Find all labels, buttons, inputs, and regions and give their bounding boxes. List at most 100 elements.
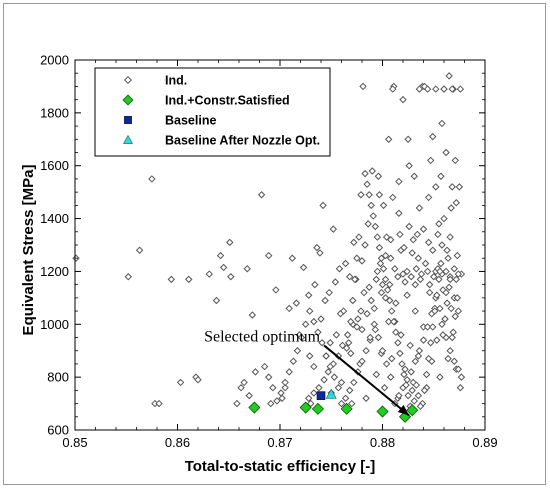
data-point <box>420 386 429 395</box>
data-point <box>386 254 395 262</box>
data-point <box>362 347 370 355</box>
data-point <box>370 320 379 328</box>
data-point <box>440 85 448 93</box>
data-point <box>444 354 452 363</box>
data-point <box>385 296 394 305</box>
data-point <box>349 296 357 305</box>
data-point <box>260 362 269 371</box>
data-point <box>372 370 381 379</box>
data-point <box>212 296 221 305</box>
data-point <box>383 286 392 294</box>
data-point <box>285 368 293 376</box>
data-point <box>419 336 428 344</box>
data-point <box>435 275 443 284</box>
data-point <box>412 381 421 389</box>
data-point <box>289 357 298 365</box>
data-point <box>433 291 441 299</box>
data-point <box>314 328 322 336</box>
data-point <box>330 373 339 381</box>
data-point <box>194 376 202 384</box>
data-point <box>452 199 461 207</box>
data-point <box>358 357 366 365</box>
data-point <box>363 180 371 188</box>
data-point <box>347 317 355 326</box>
data-point <box>413 230 422 239</box>
data-point <box>457 373 466 381</box>
annotation: Selected optimum <box>204 328 410 417</box>
data-point <box>386 373 395 381</box>
data-point <box>336 310 345 318</box>
data-point <box>248 401 261 414</box>
data-point <box>425 288 434 297</box>
data-point <box>450 357 458 365</box>
series-ind <box>72 72 466 410</box>
data-point <box>454 270 463 278</box>
data-point <box>326 339 334 347</box>
data-point <box>442 267 450 276</box>
data-point <box>265 373 273 381</box>
data-point <box>251 368 260 376</box>
data-point <box>402 381 410 389</box>
data-point <box>373 233 382 241</box>
data-point <box>358 325 366 334</box>
data-point <box>437 259 445 268</box>
data-point <box>269 384 277 392</box>
data-point <box>363 310 371 318</box>
data-point <box>240 378 248 387</box>
data-point <box>389 85 397 93</box>
data-point <box>325 388 337 399</box>
data-point <box>292 299 301 307</box>
data-point <box>398 360 406 368</box>
data-point <box>410 172 418 180</box>
data-point <box>216 251 225 260</box>
data-point <box>415 85 424 93</box>
data-point <box>401 278 409 286</box>
data-point <box>304 394 313 402</box>
data-point <box>267 399 275 408</box>
data-point <box>354 315 362 323</box>
data-point <box>148 175 156 183</box>
data-point <box>446 347 454 355</box>
data-point <box>357 307 365 315</box>
y-tick-label: 800 <box>47 370 69 385</box>
data-point <box>348 399 356 408</box>
data-point <box>440 214 448 223</box>
data-point <box>379 201 388 210</box>
legend-box <box>94 67 331 157</box>
x-axis-title: Total-to-static efficiency [-] <box>185 458 376 475</box>
data-point <box>406 341 414 350</box>
data-point <box>243 265 251 273</box>
data-point <box>395 209 403 217</box>
data-point <box>435 220 443 228</box>
data-point <box>345 273 354 281</box>
data-point <box>434 230 442 239</box>
axes: 0.85 0.86 0.87 0.88 0.89 600 800 1000 1200 1400 16… <box>40 53 498 451</box>
data-point <box>416 275 425 284</box>
data-point <box>320 376 328 384</box>
data-point <box>167 275 176 284</box>
legend-marker-ind <box>123 75 133 85</box>
x-tick-label: 0.88 <box>370 435 395 450</box>
data-point <box>358 257 366 265</box>
data-point <box>409 236 417 244</box>
data-point <box>382 360 391 368</box>
data-point <box>359 82 367 91</box>
data-point <box>405 222 413 231</box>
data-point <box>381 294 390 302</box>
data-point <box>376 259 385 268</box>
data-point <box>319 201 327 210</box>
data-point <box>385 280 394 289</box>
data-point <box>407 368 415 376</box>
data-point <box>376 405 389 418</box>
data-point <box>380 384 389 392</box>
data-point <box>449 328 457 336</box>
data-point <box>361 241 369 249</box>
data-point <box>233 399 241 408</box>
data-point <box>362 394 370 402</box>
data-point <box>310 317 318 326</box>
data-point <box>384 317 393 326</box>
data-point <box>347 349 355 358</box>
annotation-arrow-head <box>397 404 410 416</box>
data-point <box>411 280 420 289</box>
data-point <box>377 288 386 297</box>
